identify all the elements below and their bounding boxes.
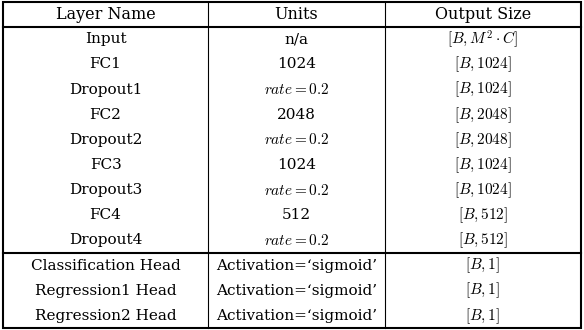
Text: Dropout4: Dropout4 <box>69 233 142 248</box>
Text: FC4: FC4 <box>89 208 121 222</box>
Text: $[B, M^2 \cdot C]$: $[B, M^2 \cdot C]$ <box>447 28 518 50</box>
Text: $[B, 2048]$: $[B, 2048]$ <box>454 105 512 124</box>
Text: Dropout1: Dropout1 <box>69 82 142 97</box>
Text: FC1: FC1 <box>89 57 121 72</box>
Text: $[B, 1024]$: $[B, 1024]$ <box>454 155 512 175</box>
Text: Dropout3: Dropout3 <box>69 183 142 197</box>
Text: Activation=‘sigmoid’: Activation=‘sigmoid’ <box>215 309 377 323</box>
Text: $[B, 512]$: $[B, 512]$ <box>458 231 508 250</box>
Text: $[B, 2048]$: $[B, 2048]$ <box>454 130 512 150</box>
Text: 2048: 2048 <box>277 108 316 122</box>
Text: FC3: FC3 <box>90 158 121 172</box>
Text: FC2: FC2 <box>89 108 121 122</box>
Text: $[B, 1]$: $[B, 1]$ <box>465 306 500 326</box>
Text: $rate = 0.2$: $rate = 0.2$ <box>263 182 329 198</box>
Text: $[B, 1024]$: $[B, 1024]$ <box>454 55 512 74</box>
Text: Input: Input <box>85 32 126 46</box>
Text: $[B, 1024]$: $[B, 1024]$ <box>454 180 512 200</box>
Text: Classification Head: Classification Head <box>31 258 180 273</box>
Text: $rate = 0.2$: $rate = 0.2$ <box>263 132 329 148</box>
Text: 512: 512 <box>281 208 311 222</box>
Text: n/a: n/a <box>284 32 308 46</box>
Text: $rate = 0.2$: $rate = 0.2$ <box>263 82 329 97</box>
Text: Activation=‘sigmoid’: Activation=‘sigmoid’ <box>215 284 377 298</box>
Text: $rate = 0.2$: $rate = 0.2$ <box>263 233 329 248</box>
Text: Regression2 Head: Regression2 Head <box>34 309 176 323</box>
Text: 1024: 1024 <box>277 57 316 72</box>
Text: $[B, 1]$: $[B, 1]$ <box>465 281 500 301</box>
Text: Layer Name: Layer Name <box>55 6 155 23</box>
Text: Units: Units <box>274 6 318 23</box>
Text: 1024: 1024 <box>277 158 316 172</box>
Text: Output Size: Output Size <box>434 6 531 23</box>
Text: $[B, 1]$: $[B, 1]$ <box>465 256 500 275</box>
Text: $[B, 1024]$: $[B, 1024]$ <box>454 80 512 99</box>
Text: Regression1 Head: Regression1 Head <box>34 284 176 298</box>
Text: $[B, 512]$: $[B, 512]$ <box>458 206 508 225</box>
Text: Activation=‘sigmoid’: Activation=‘sigmoid’ <box>215 258 377 273</box>
Text: Dropout2: Dropout2 <box>69 133 142 147</box>
